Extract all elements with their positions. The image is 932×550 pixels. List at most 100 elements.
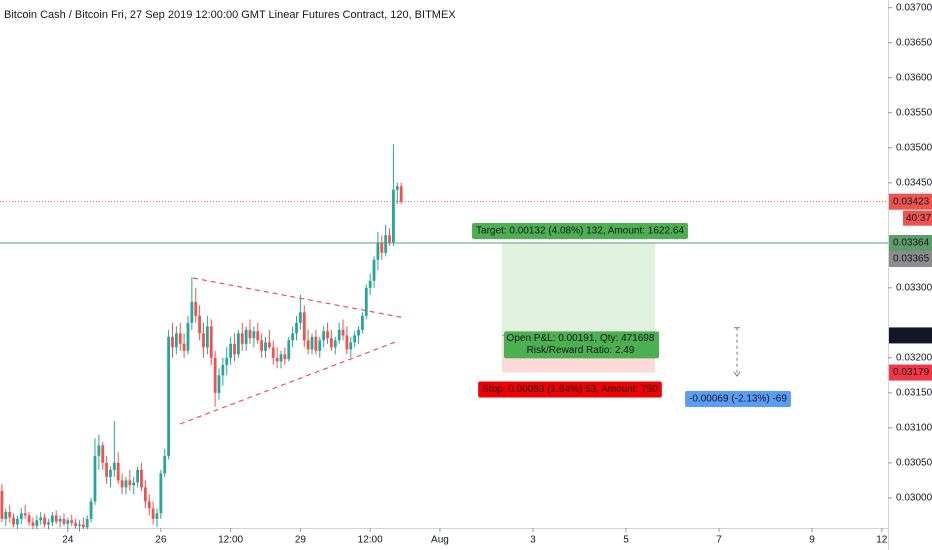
candle-body [50, 515, 54, 523]
y-tick-label: 0.03100 [896, 423, 932, 434]
price-marker [889, 250, 932, 267]
pnl-bg [504, 331, 659, 359]
candle-body [229, 343, 233, 358]
candle-body [85, 518, 89, 528]
candle-body [19, 513, 23, 519]
candle-body [310, 336, 314, 350]
candle-body [209, 326, 213, 358]
x-tick-label: 12:00 [218, 535, 243, 546]
candle-body [54, 515, 58, 522]
x-tick-label: 26 [155, 535, 167, 546]
candle-body [186, 322, 190, 351]
y-tick-label: 0.03650 [896, 37, 932, 48]
y-tick-label: 0.03300 [896, 282, 932, 293]
candle-body [341, 329, 345, 336]
pnl-label: Open P&L: 0.00191, Qty: 471698 [507, 333, 655, 344]
candle-body [322, 331, 326, 341]
candle-body [143, 487, 147, 502]
x-tick-label: 9 [809, 535, 815, 546]
candle-body [116, 462, 120, 481]
candle-body [147, 501, 151, 509]
candle-body [16, 518, 19, 525]
candle-body [283, 354, 287, 360]
candle-body [388, 235, 391, 243]
candle-body [314, 336, 318, 351]
candle-body [194, 301, 198, 316]
candle-body [392, 189, 395, 243]
label-text: -0.00069 (-2.13%) -69 [689, 394, 787, 405]
label-bg [685, 391, 791, 408]
chart-title: Bitcoin Cash / Bitcoin Fri, 27 Sep 2019 … [4, 9, 456, 21]
candle-body [8, 511, 12, 518]
label-bg [472, 222, 688, 239]
x-tick-label: 7 [716, 535, 722, 546]
candle-body [345, 335, 349, 350]
candle-body [202, 333, 205, 348]
candle-body [190, 301, 194, 323]
candle-body [233, 343, 236, 355]
candle-body [23, 513, 27, 516]
candle-body [380, 242, 384, 253]
candle-body [47, 522, 50, 525]
y-tick-label: 0.03200 [896, 352, 932, 363]
candle-body [368, 280, 372, 288]
candle-body [182, 343, 186, 351]
candle-body [174, 333, 178, 348]
candle-body [97, 445, 101, 456]
price-marker-label: 0.03423 [893, 196, 930, 207]
candle-body [302, 312, 306, 341]
candle-body [112, 462, 116, 470]
y-tick-label: 0.03500 [896, 142, 932, 153]
candle-body [252, 331, 256, 339]
price-marker [889, 364, 932, 381]
candle-body [27, 515, 31, 523]
candle-body [256, 331, 260, 341]
y-tick-label: 0.03150 [896, 387, 932, 398]
measure-arrow [733, 371, 741, 377]
candle-body [267, 342, 271, 348]
candle-body [198, 315, 202, 334]
candle-body [264, 342, 267, 351]
candle-body [128, 480, 132, 486]
candle-body [221, 364, 225, 376]
candle-body [295, 322, 298, 334]
candle-body [78, 524, 81, 526]
trendline [179, 340, 399, 425]
candle-body [105, 462, 108, 477]
candle-body [399, 186, 403, 202]
candle-body [62, 518, 66, 524]
label-text: Stop: 0.00053 (1.64%) 53, Amount: 750 [482, 384, 658, 395]
candle-body [306, 340, 310, 350]
y-tick-label: 0.03450 [896, 177, 932, 188]
candle-body [395, 186, 399, 190]
price-marker-label: 0.03179 [893, 367, 930, 378]
candle-body [298, 312, 302, 323]
candle-body [31, 522, 35, 526]
price-marker [889, 234, 932, 251]
label-text: Target: 0.00132 (4.08%) 132, Amount: 162… [476, 226, 684, 237]
candle-body [287, 340, 291, 360]
candle-body [171, 336, 174, 348]
x-tick-label: 3 [530, 535, 536, 546]
candle-body [178, 333, 182, 344]
candle-body [213, 357, 217, 393]
candle-body [271, 347, 275, 358]
candle-body [58, 518, 62, 522]
candle-body [70, 520, 74, 524]
candle-body [74, 523, 77, 526]
price-marker-label: 0.03232 [893, 330, 930, 341]
candle-body [136, 469, 139, 483]
candle-body [205, 326, 209, 348]
candle-body [101, 445, 105, 463]
y-tick-label: 0.03000 [896, 493, 932, 504]
candle-body [333, 340, 337, 348]
candle-body [132, 482, 136, 486]
candle-body [163, 455, 167, 474]
candle-body [140, 469, 143, 488]
candle-body [159, 473, 163, 514]
candle-body [167, 336, 171, 456]
rr-label: Risk/Reward Ratio: 2.49 [527, 345, 635, 356]
candle-body [236, 333, 240, 355]
candle-body [326, 331, 329, 339]
